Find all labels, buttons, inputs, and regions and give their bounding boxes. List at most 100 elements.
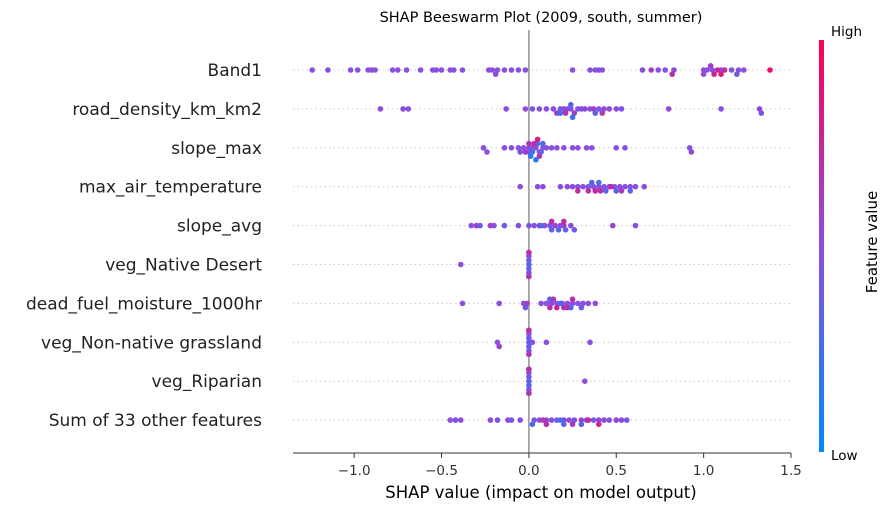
data-point bbox=[756, 106, 763, 112]
data-point bbox=[575, 183, 581, 190]
data-point bbox=[557, 183, 564, 190]
data-point bbox=[601, 417, 607, 423]
data-point bbox=[688, 149, 695, 155]
data-point bbox=[452, 417, 459, 423]
data-point bbox=[395, 67, 401, 73]
data-point bbox=[377, 106, 384, 112]
data-point bbox=[618, 188, 625, 194]
data-point bbox=[522, 304, 529, 311]
data-point bbox=[403, 67, 410, 73]
feature-label: dead_fuel_moisture_1000hr bbox=[26, 294, 262, 314]
data-point bbox=[622, 183, 628, 190]
data-point bbox=[595, 417, 602, 423]
data-point bbox=[450, 67, 457, 73]
data-point bbox=[721, 67, 728, 73]
data-point bbox=[548, 145, 555, 151]
data-point bbox=[618, 106, 625, 112]
data-point bbox=[711, 71, 717, 77]
data-point bbox=[538, 149, 544, 155]
data-point bbox=[561, 222, 567, 229]
data-point bbox=[557, 300, 564, 307]
data-point bbox=[569, 67, 576, 73]
data-point bbox=[501, 67, 508, 73]
data-point bbox=[583, 145, 590, 151]
data-point bbox=[494, 67, 501, 73]
feature-label: veg_Native Desert bbox=[105, 256, 262, 276]
data-point bbox=[669, 71, 675, 77]
data-point bbox=[492, 71, 499, 77]
data-point bbox=[587, 67, 593, 73]
x-tick-label: 0.5 bbox=[606, 463, 627, 479]
data-point bbox=[526, 351, 532, 358]
data-point bbox=[569, 145, 576, 151]
data-point bbox=[459, 300, 466, 307]
data-point bbox=[632, 183, 639, 190]
data-point bbox=[529, 106, 536, 112]
data-point bbox=[389, 67, 396, 73]
data-point bbox=[561, 421, 567, 428]
x-tick-label: −1.0 bbox=[338, 463, 371, 479]
data-point bbox=[550, 296, 557, 303]
data-point bbox=[536, 106, 543, 112]
data-point bbox=[487, 417, 494, 423]
data-point bbox=[526, 257, 532, 264]
data-point bbox=[534, 183, 541, 190]
data-point bbox=[561, 218, 567, 225]
data-point bbox=[540, 183, 546, 190]
data-point bbox=[568, 222, 574, 229]
data-point bbox=[569, 296, 576, 303]
data-point bbox=[522, 106, 529, 112]
data-point bbox=[526, 378, 532, 385]
data-point bbox=[585, 300, 592, 307]
data-point bbox=[526, 374, 532, 380]
data-point bbox=[548, 417, 555, 423]
feature-label: road_density_km_km2 bbox=[72, 100, 262, 120]
data-point bbox=[508, 145, 515, 151]
data-point bbox=[554, 304, 560, 311]
data-point bbox=[520, 145, 527, 151]
chart-title: SHAP Beeswarm Plot (2009, south, summer) bbox=[380, 10, 703, 26]
data-point bbox=[648, 67, 655, 73]
data-point bbox=[543, 339, 550, 346]
x-tick-label: −0.5 bbox=[425, 463, 458, 479]
data-point bbox=[686, 145, 693, 151]
data-point bbox=[517, 149, 523, 155]
data-point bbox=[595, 183, 602, 190]
data-point bbox=[585, 183, 592, 190]
data-point bbox=[484, 149, 490, 155]
data-points bbox=[309, 63, 773, 428]
data-point bbox=[623, 417, 630, 423]
data-point bbox=[613, 188, 620, 194]
data-point bbox=[606, 106, 613, 112]
feature-label: Band1 bbox=[208, 61, 262, 81]
data-point bbox=[533, 145, 539, 151]
data-point bbox=[548, 218, 555, 225]
data-point bbox=[627, 188, 634, 194]
data-point bbox=[622, 145, 628, 151]
data-point bbox=[613, 417, 620, 423]
data-point bbox=[526, 390, 532, 397]
data-point bbox=[608, 183, 614, 190]
data-point bbox=[601, 183, 607, 190]
data-point bbox=[508, 417, 515, 423]
data-point bbox=[575, 145, 581, 151]
data-point bbox=[585, 417, 592, 423]
data-point bbox=[526, 366, 532, 373]
data-point bbox=[526, 222, 532, 229]
data-point bbox=[522, 67, 529, 73]
data-point bbox=[734, 71, 740, 77]
data-point bbox=[489, 67, 496, 73]
data-point bbox=[540, 417, 546, 423]
feature-label: Sum of 33 other features bbox=[49, 411, 262, 431]
data-point bbox=[517, 417, 523, 423]
data-point bbox=[526, 335, 532, 341]
data-point bbox=[568, 106, 574, 112]
data-point bbox=[457, 417, 464, 423]
data-point bbox=[526, 327, 532, 334]
data-point bbox=[354, 67, 361, 73]
data-point bbox=[372, 67, 378, 73]
data-point bbox=[718, 71, 724, 77]
data-point bbox=[468, 222, 475, 229]
data-point bbox=[557, 110, 564, 116]
data-point bbox=[501, 222, 508, 229]
